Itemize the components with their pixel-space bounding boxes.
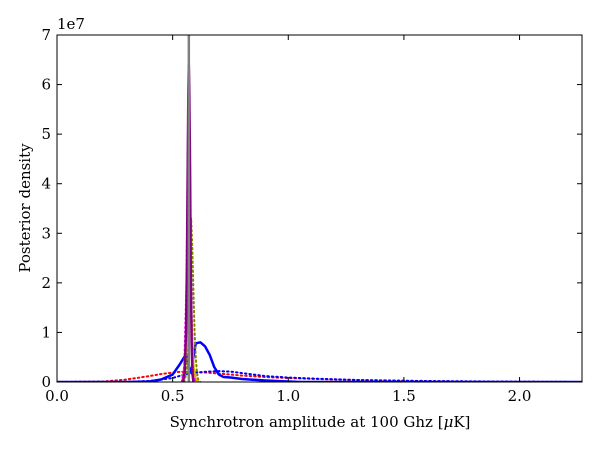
x-axis-label-unit: K]	[453, 413, 470, 431]
ticks-layer: 0.0 0.5 1.0 1.5 2.0 0 1 2 3 4 5 6 7	[41, 26, 582, 405]
y-tick-label: 0	[41, 373, 51, 391]
x-axis-label: Synchrotron amplitude at 100 Ghz [μK]	[170, 413, 471, 431]
x-tick-label: 2.0	[508, 387, 532, 405]
y-tick-label: 2	[41, 274, 51, 292]
x-tick-label: 0.5	[161, 387, 185, 405]
y-tick-label: 4	[41, 175, 51, 193]
y-tick-label: 1	[41, 323, 51, 341]
y-tick-label: 6	[41, 76, 51, 94]
plot-frame	[56, 34, 583, 383]
y-axis-label: Posterior density	[16, 143, 34, 273]
y-tick-label: 3	[41, 224, 51, 242]
series-line-3	[57, 341, 582, 382]
x-axis-label-main: Synchrotron amplitude at 100 Ghz [	[170, 413, 444, 431]
y-tick-label: 7	[41, 26, 51, 44]
x-tick-label: 1.0	[276, 387, 300, 405]
x-tick-label: 0.0	[45, 387, 69, 405]
y-tick-label: 5	[41, 125, 51, 143]
x-tick-label: 1.5	[392, 387, 416, 405]
x-axis-label-mu: μ	[444, 413, 454, 431]
y-offset-label: 1e7	[57, 15, 85, 33]
plot-area	[57, 35, 582, 382]
series-line-4	[183, 217, 202, 382]
series-layer	[57, 35, 582, 382]
